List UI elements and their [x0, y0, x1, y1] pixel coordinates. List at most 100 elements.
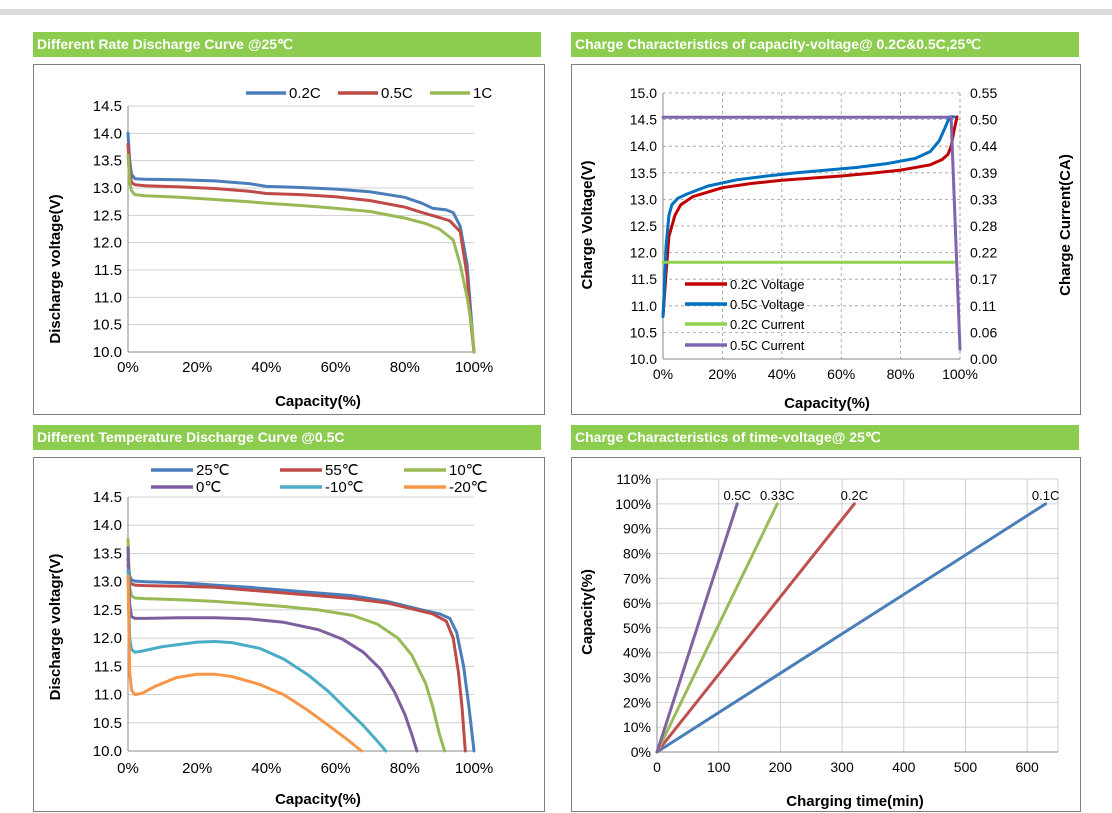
- chart2-ytick-label: 13.0: [630, 191, 657, 207]
- chart4-ytick-label: 60%: [623, 595, 651, 611]
- chart1-header: Different Rate Discharge Curve @25℃: [33, 32, 541, 57]
- chart3-ytick-label: 11.0: [94, 687, 122, 704]
- chart3-xtick-label: 0%: [117, 760, 139, 777]
- chart1-ytick-label: 10.0: [93, 344, 122, 361]
- chart4-series-0p1c: [655, 502, 1048, 754]
- chart3-xtick-label: 80%: [390, 760, 420, 777]
- chart4-xtick-label: 200: [769, 759, 793, 775]
- chart1-xtick-label: 80%: [390, 359, 420, 376]
- chart4-series-0p5c: [655, 502, 739, 754]
- chart2-legend-label-0p5c-current: 0.5C Current: [730, 338, 805, 353]
- chart2-series-0p2c-voltage: [661, 115, 959, 318]
- chart2-xlabel: Capacity(%): [784, 395, 870, 412]
- chart1-ytick-label: 12.5: [93, 207, 122, 224]
- chart3-xtick-label: 40%: [251, 760, 281, 777]
- chart3-series-m20c: [126, 574, 364, 753]
- chart3-xtick-label: 60%: [321, 760, 351, 777]
- chart3-frame: [33, 457, 545, 812]
- chart1-xlabel: Capacity(%): [275, 393, 361, 410]
- chart4-series-label-0p2c: 0.2C: [841, 488, 868, 503]
- chart2-y2tick-label: 0.06: [970, 324, 997, 340]
- chart2-legend-label-0p2c-voltage: 0.2C Voltage: [730, 277, 804, 292]
- chart1-legend-label-0p2c: 0.2C: [289, 85, 321, 102]
- top-divider: [0, 9, 1112, 15]
- chart4-series-label-0p1c: 0.1C: [1032, 488, 1059, 503]
- chart3-header: Different Temperature Discharge Curve @0…: [33, 425, 541, 450]
- chart4-ytick-label: 10%: [623, 719, 651, 735]
- chart2-xtick-label: 0%: [653, 366, 673, 382]
- chart2-ytick-label: 11.5: [631, 271, 657, 287]
- chart3-ytick-label: 11.5: [94, 658, 122, 675]
- chart2-ytick-label: 14.0: [630, 138, 657, 154]
- chart2-ytick-label: 11.0: [631, 298, 657, 314]
- chart4-ytick-label: 40%: [623, 645, 651, 661]
- chart4-ytick-label: 20%: [623, 694, 651, 710]
- chart4-series-label-0p5c: 0.5C: [723, 488, 750, 503]
- chart3-series-m10c: [126, 568, 388, 753]
- chart3-xtick-label: 20%: [182, 760, 212, 777]
- chart4-ytick-label: 90%: [623, 521, 651, 537]
- chart1-ytick-label: 12.0: [93, 235, 122, 252]
- chart3-legend-label-25c: 25℃: [196, 462, 230, 479]
- chart3-xlabel: Capacity(%): [275, 791, 361, 808]
- chart2-series-0p5c-current: [661, 115, 962, 351]
- chart3-series-25c: [126, 557, 476, 753]
- chart3-legend-label-m10c: -10℃: [325, 479, 364, 496]
- chart4-charge-time-capacity: 0% 10% 20% 30% 40% 50% 60% 70% 80% 90% 100% 110% 0 10…: [571, 457, 1081, 812]
- chart3-ytick-label: 10.5: [93, 715, 122, 732]
- chart2-ytick-label: 12.5: [630, 218, 657, 234]
- chart2-y2tick-label: 0.44: [970, 138, 997, 154]
- chart3-temperature-discharge: 10.0 10.5 11.0 11.5 12.0 12.5 13.0 13.5 14.0 14.5…: [33, 457, 545, 812]
- chart2-ytick-label: 14.5: [630, 112, 657, 128]
- chart1-series-0p5c: [126, 142, 476, 354]
- chart2-ytick-label: 12.0: [630, 245, 657, 261]
- chart1-xtick-label: 20%: [182, 359, 212, 376]
- chart1-ytick-label: 10.5: [93, 317, 122, 334]
- chart4-ytick-label: 50%: [623, 620, 651, 636]
- chart3-ytick-label: 12.0: [93, 630, 122, 647]
- chart3-ytick-label: 12.5: [93, 602, 122, 619]
- chart3-legend-label-10c: 10℃: [449, 462, 483, 479]
- chart2-xtick-label: 80%: [887, 366, 915, 382]
- chart4-xtick-label: 400: [892, 759, 916, 775]
- chart4-series-label-0p33c: 0.33C: [760, 488, 795, 503]
- chart4-series-0p2c: [655, 502, 856, 754]
- chart4-xlabel: Charging time(min): [786, 793, 924, 810]
- chart1-ylabel: Discharge voltage(V): [47, 194, 64, 343]
- chart4-ylabel: Capacity(%): [579, 569, 596, 655]
- chart1-legend-label-0p5c: 0.5C: [381, 85, 413, 102]
- chart3-ytick-label: 13.0: [93, 574, 122, 591]
- chart2-header: Charge Characteristics of capacity-volta…: [571, 32, 1079, 57]
- chart1-series-1c: [126, 153, 476, 354]
- chart2-frame: [571, 64, 1081, 415]
- chart4-xtick-label: 0: [653, 759, 661, 775]
- chart2-xtick-label: 40%: [768, 366, 796, 382]
- chart2-series-0p5c-voltage: [661, 115, 956, 318]
- chart2-legend-label-0p5c-voltage: 0.5C Voltage: [730, 297, 804, 312]
- chart3-series-0c: [126, 546, 419, 753]
- chart2-legend-label-0p2c-current: 0.2C Current: [730, 317, 805, 332]
- chart2-y2tick-label: 0.00: [970, 351, 997, 367]
- chart2-y2tick-label: 0.55: [970, 85, 997, 101]
- chart3-ytick-label: 14.0: [93, 517, 122, 534]
- chart1-xtick-label: 100%: [455, 359, 493, 376]
- chart3-legend-label-0c: 0℃: [196, 479, 221, 496]
- chart2-y2tick-label: 0.50: [970, 112, 997, 128]
- chart2-ylabel-right: Charge Current(CA): [1057, 154, 1074, 296]
- chart4-header: Charge Characteristics of time-voltage@ …: [571, 425, 1079, 450]
- chart3-ytick-label: 14.5: [93, 489, 122, 506]
- chart1-xtick-label: 40%: [251, 359, 281, 376]
- chart2-y2tick-label: 0.28: [970, 218, 997, 234]
- chart3-legend-label-55c: 55℃: [325, 462, 359, 479]
- chart4-ytick-label: 0%: [631, 744, 651, 760]
- chart4-xtick-label: 600: [1015, 759, 1039, 775]
- chart1-frame: [33, 64, 545, 415]
- chart1-legend-label-1c: 1C: [473, 85, 492, 102]
- chart3-ytick-label: 13.5: [93, 545, 122, 562]
- chart3-series-10c: [126, 537, 447, 753]
- chart4-xtick-label: 500: [954, 759, 978, 775]
- chart2-ytick-label: 13.5: [630, 165, 657, 181]
- chart2-y2tick-label: 0.22: [970, 245, 997, 261]
- chart2-charge-capacity-voltage: 10.0 10.5 11.0 11.5 12.0 12.5 13.0 13.5 14.0 14.5…: [571, 64, 1081, 415]
- chart1-ytick-label: 11.0: [94, 289, 122, 306]
